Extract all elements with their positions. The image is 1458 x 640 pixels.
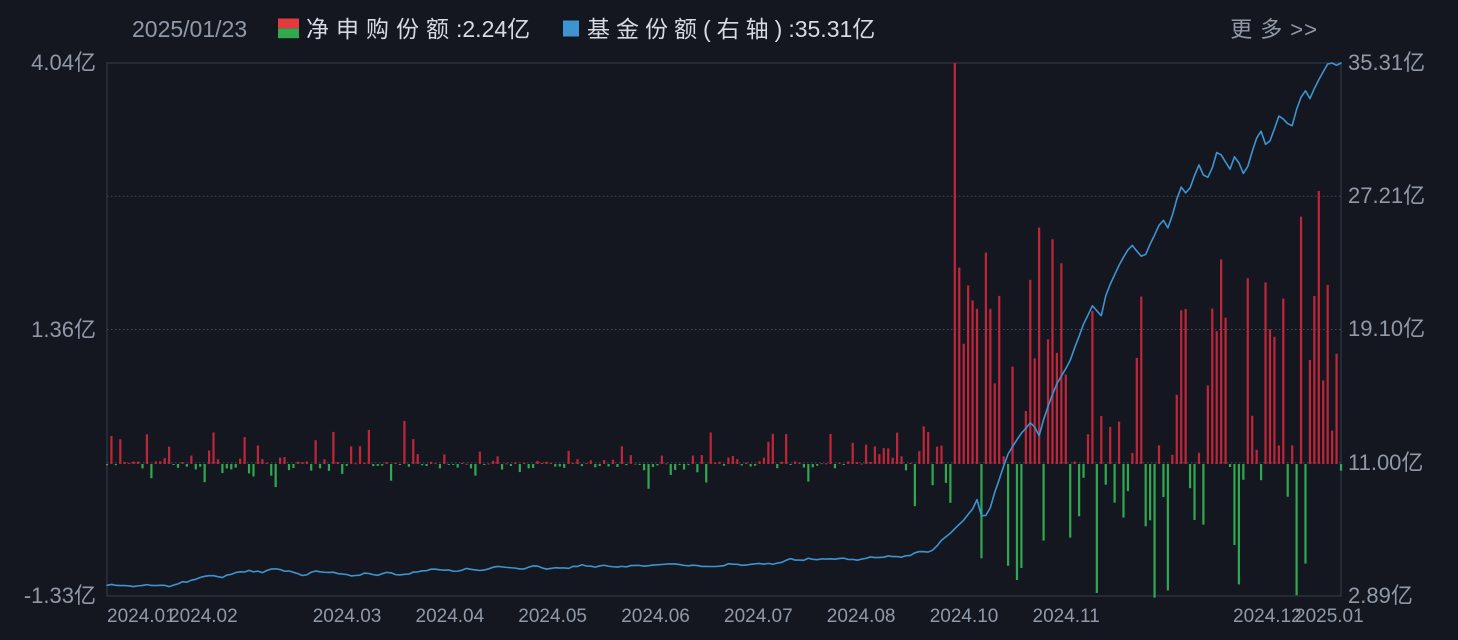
svg-text:2.89亿: 2.89亿: [1348, 583, 1419, 608]
svg-text:更多>>: 更多>>: [1230, 17, 1318, 42]
svg-text:2024.10: 2024.10: [930, 606, 999, 627]
svg-text:2024.05: 2024.05: [518, 606, 587, 627]
svg-text:1.36亿: 1.36亿: [31, 317, 102, 342]
svg-text:27.21亿: 27.21亿: [1348, 183, 1431, 208]
svg-text:-1.33亿: -1.33亿: [24, 583, 102, 608]
svg-text:4.04亿: 4.04亿: [31, 50, 102, 75]
svg-text:2024.07: 2024.07: [724, 606, 793, 627]
svg-text:2024.08: 2024.08: [827, 606, 896, 627]
svg-text:35.31亿: 35.31亿: [1348, 50, 1431, 75]
svg-text:11.00亿: 11.00亿: [1348, 450, 1429, 475]
svg-text:19.10亿: 19.10亿: [1348, 316, 1431, 341]
svg-text:2024.03: 2024.03: [313, 606, 382, 627]
svg-text:2024.06: 2024.06: [621, 606, 690, 627]
svg-text:2024.12: 2024.12: [1233, 606, 1302, 627]
svg-text:净申购份额:2.24亿: 净申购份额:2.24亿: [306, 16, 537, 42]
svg-text:2025/01/23: 2025/01/23: [132, 16, 247, 42]
svg-text:2024.02: 2024.02: [169, 606, 238, 627]
svg-text:2025.01: 2025.01: [1295, 606, 1364, 627]
svg-text:2024.01: 2024.01: [107, 606, 176, 627]
svg-text:基金份额(右轴):35.31亿: 基金份额(右轴):35.31亿: [587, 16, 881, 42]
svg-text:2024.04: 2024.04: [416, 606, 485, 627]
svg-text:2024.11: 2024.11: [1033, 606, 1100, 627]
